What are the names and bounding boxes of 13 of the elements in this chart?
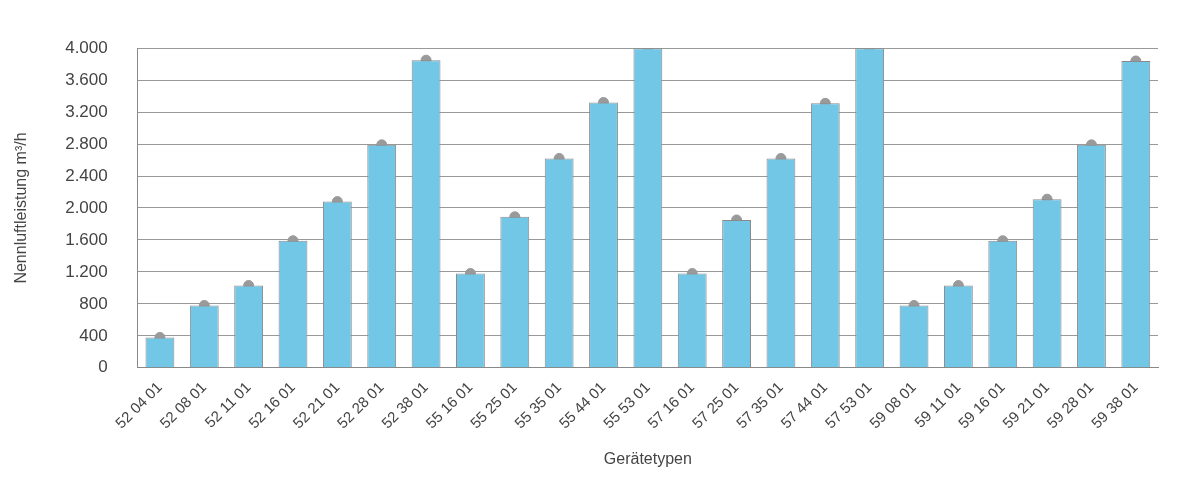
y-tick-label: 0	[98, 357, 108, 377]
y-tick-label: 2.000	[65, 197, 108, 217]
y-tick-label: 2.800	[65, 133, 108, 153]
y-tick-label: 4.000	[65, 37, 108, 57]
x-axis-title: Gerätetypen	[603, 449, 692, 467]
y-tick-label: 3.200	[65, 101, 108, 121]
y-tick-label: 3.600	[65, 69, 108, 89]
y-tick-label: 400	[79, 325, 108, 345]
y-tick-label: 1.200	[65, 261, 108, 281]
y-tick-label: 2.400	[65, 165, 108, 185]
y-tick-label: 1.600	[65, 229, 108, 249]
y-tick-label: 800	[79, 293, 108, 313]
y-axis-title: Nennluftleistung m³/h	[12, 132, 30, 284]
